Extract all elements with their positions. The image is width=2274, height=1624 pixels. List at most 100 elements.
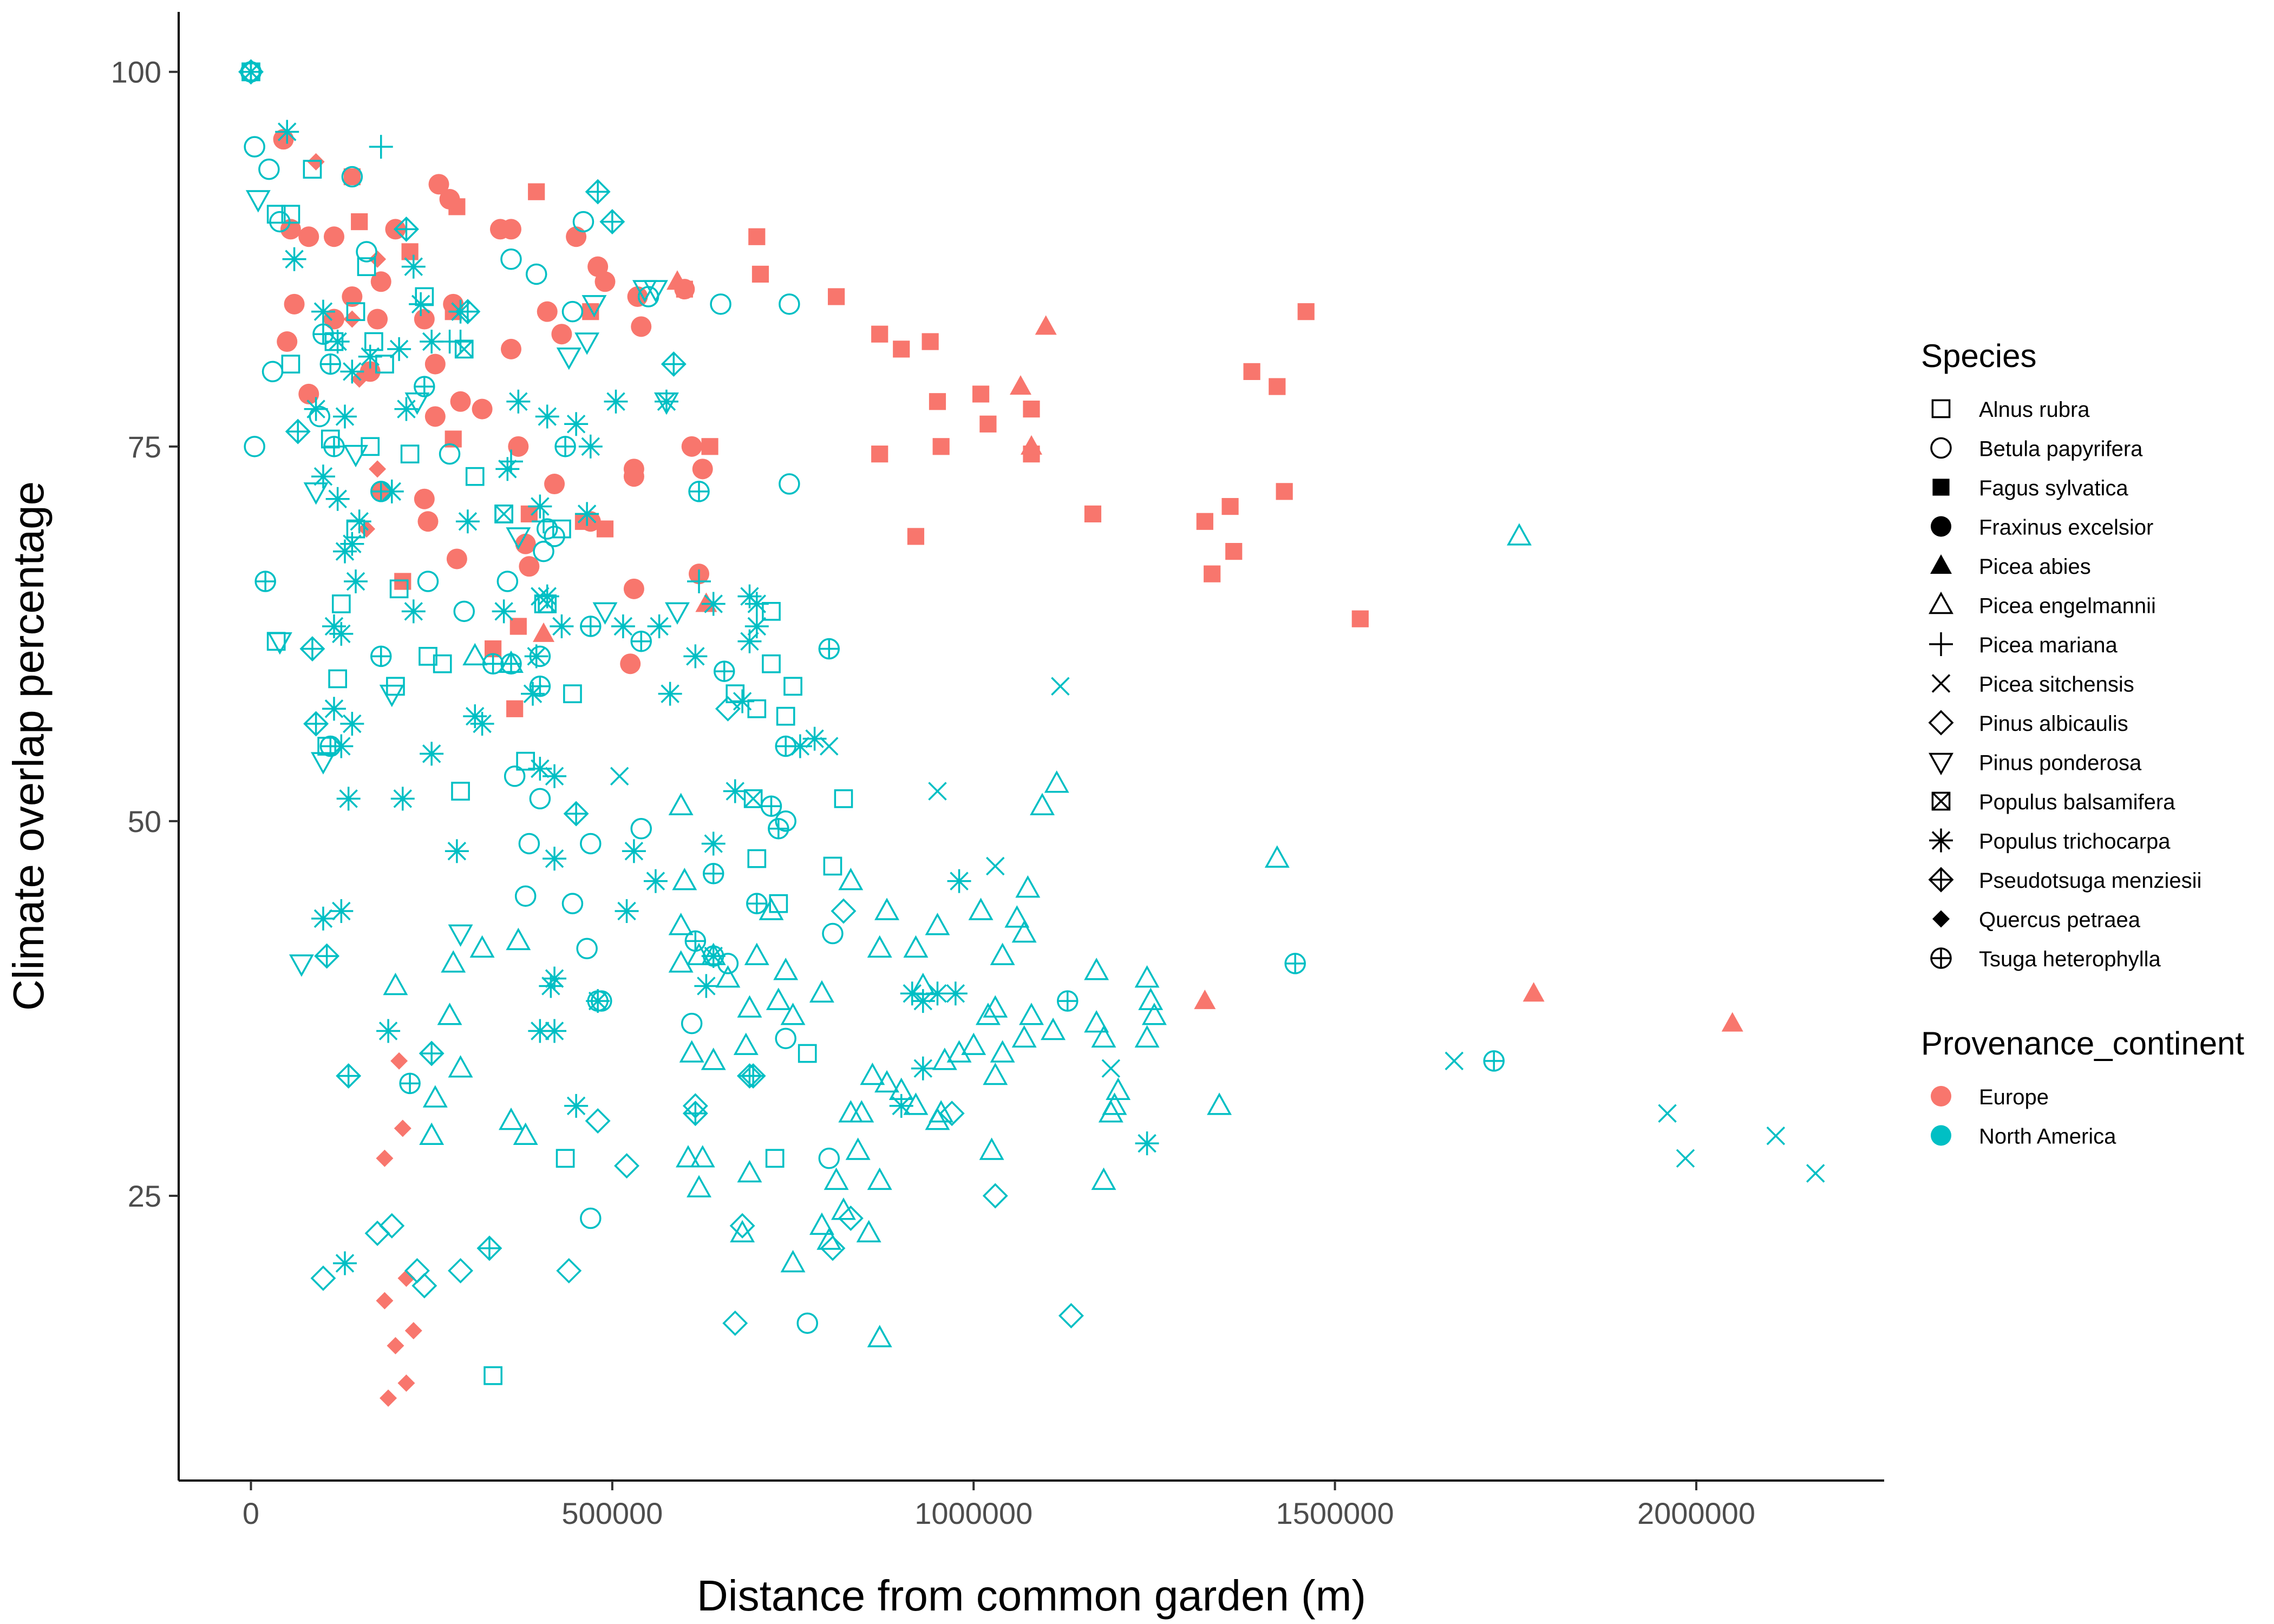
point-pseudotsuga-menziesii bbox=[314, 943, 340, 969]
point-alnus-rubra bbox=[281, 355, 300, 374]
point-pinus-ponderosa bbox=[643, 280, 668, 303]
point-alnus-rubra bbox=[762, 654, 781, 673]
legend-item-label: Fraxinus excelsior bbox=[1979, 516, 2153, 540]
point-fraxinus-excelsior bbox=[508, 436, 529, 457]
point-picea-engelmannii bbox=[874, 1070, 900, 1093]
point-picea-engelmannii bbox=[1134, 1025, 1160, 1048]
point-pinus-ponderosa bbox=[574, 332, 600, 355]
point-betula-papyrifera bbox=[269, 211, 291, 233]
point-tsuga-heterophylla bbox=[554, 436, 576, 457]
point-picea-engelmannii bbox=[1041, 1017, 1066, 1040]
legend-item-label: Picea abies bbox=[1979, 555, 2091, 579]
point-tsuga-heterophylla bbox=[240, 61, 262, 83]
point-fraxinus-excelsior bbox=[417, 511, 439, 532]
point-populus-trichocarpa bbox=[387, 337, 411, 361]
legend-item-quercus-petraea: Quercus petraea bbox=[1932, 908, 2141, 932]
point-populus-trichocarpa bbox=[380, 479, 404, 503]
legend-item-label: Populus trichocarpa bbox=[1979, 830, 2171, 854]
point-picea-mariana bbox=[448, 330, 473, 354]
point-alnus-rubra bbox=[747, 699, 767, 718]
point-pinus-albicaulis bbox=[982, 1183, 1008, 1209]
point-picea-engelmannii bbox=[506, 927, 531, 951]
point-alnus-rubra bbox=[798, 1044, 817, 1063]
legend-item-label: Fagus sylvatica bbox=[1979, 476, 2128, 500]
point-populus-trichocarpa bbox=[394, 397, 419, 421]
point-fagus-sylvatica bbox=[932, 438, 950, 455]
point-pseudotsuga-menziesii bbox=[419, 1040, 445, 1066]
point-tsuga-heterophylla bbox=[713, 660, 735, 682]
point-populus-trichocarpa bbox=[578, 434, 603, 459]
point-picea-engelmannii bbox=[990, 942, 1015, 965]
point-quercus-petraea bbox=[369, 250, 387, 268]
point-alnus-rubra bbox=[762, 601, 781, 621]
point-populus-trichocarpa bbox=[694, 974, 718, 998]
point-populus-balsamifera bbox=[743, 789, 763, 808]
point-tsuga-heterophylla bbox=[630, 630, 652, 652]
point-picea-engelmannii bbox=[780, 1249, 806, 1273]
point-picea-abies bbox=[1522, 982, 1545, 1002]
point-fraxinus-excelsior bbox=[323, 226, 344, 247]
point-quercus-petraea bbox=[343, 310, 361, 328]
point-quercus-petraea bbox=[390, 1052, 408, 1070]
point-tsuga-heterophylla bbox=[319, 353, 342, 375]
point-pinus-ponderosa bbox=[343, 444, 368, 468]
point-alnus-rubra bbox=[328, 669, 347, 689]
point-picea-engelmannii bbox=[1264, 845, 1290, 868]
point-alnus-rubra bbox=[556, 1149, 575, 1168]
legend: Species Alnus rubra Betula papyrifera Fagu… bbox=[1921, 338, 2244, 1149]
point-picea-abies bbox=[1021, 435, 1042, 455]
point-fagus-sylvatica bbox=[1269, 378, 1286, 395]
point-populus-trichocarpa bbox=[575, 502, 599, 526]
point-picea-sitchensis bbox=[1676, 1149, 1695, 1168]
point-fagus-sylvatica bbox=[922, 333, 939, 350]
point-fagus-sylvatica bbox=[871, 325, 888, 343]
point-fraxinus-excelsior bbox=[519, 556, 540, 577]
point-picea-engelmannii bbox=[668, 913, 694, 935]
point-fraxinus-excelsior bbox=[280, 219, 301, 240]
point-pseudotsuga-menziesii bbox=[661, 351, 687, 377]
y-tick-label: 100 bbox=[111, 55, 161, 89]
point-picea-engelmannii bbox=[979, 1137, 1004, 1160]
point-populus-trichocarpa bbox=[409, 292, 433, 316]
point-tsuga-heterophylla bbox=[399, 1072, 421, 1095]
point-picea-engelmannii bbox=[838, 1100, 864, 1123]
point-pinus-ponderosa bbox=[448, 924, 473, 947]
point-picea-engelmannii bbox=[737, 995, 762, 1018]
point-picea-engelmannii bbox=[679, 1040, 704, 1063]
point-picea-engelmannii bbox=[1019, 1003, 1044, 1025]
point-pinus-albicaulis bbox=[614, 1153, 640, 1179]
point-pinus-albicaulis bbox=[838, 1206, 864, 1232]
point-tsuga-heterophylla bbox=[688, 481, 710, 502]
legend-item-picea-abies: Picea abies bbox=[1930, 554, 2091, 579]
point-betula-papyrifera bbox=[779, 293, 800, 315]
point-picea-engelmannii bbox=[932, 1047, 957, 1070]
point-picea-abies bbox=[1721, 1012, 1743, 1032]
legend-item-picea-engelmannii: Picea engelmannii bbox=[1929, 591, 2156, 618]
point-picea-sitchensis bbox=[1658, 1104, 1677, 1123]
legend-item-label: Picea mariana bbox=[1979, 633, 2118, 657]
point-fraxinus-excelsior bbox=[594, 271, 616, 292]
x-tick-label: 1000000 bbox=[914, 1496, 1033, 1530]
point-populus-trichocarpa bbox=[543, 966, 567, 991]
point-tsuga-heterophylla bbox=[1483, 1050, 1505, 1072]
point-populus-trichocarpa bbox=[737, 629, 762, 653]
point-alnus-rubra bbox=[433, 654, 452, 673]
point-betula-papyrifera bbox=[822, 922, 844, 945]
point-pinus-ponderosa bbox=[506, 527, 531, 550]
point-fraxinus-excelsior bbox=[544, 474, 565, 495]
point-pinus-ponderosa bbox=[289, 954, 314, 977]
point-populus-trichocarpa bbox=[420, 742, 444, 766]
point-pinus-albicaulis bbox=[715, 696, 741, 722]
point-picea-engelmannii bbox=[448, 1055, 473, 1078]
point-pinus-albicaulis bbox=[722, 1310, 748, 1336]
point-picea-engelmannii bbox=[856, 1220, 881, 1242]
point-betula-papyrifera bbox=[580, 1207, 602, 1229]
point-picea-engelmannii bbox=[925, 1107, 950, 1130]
point-picea-engelmannii bbox=[1004, 905, 1030, 928]
point-populus-trichocarpa bbox=[543, 847, 567, 871]
point-populus-trichocarpa bbox=[358, 344, 382, 369]
point-betula-papyrifera bbox=[244, 436, 265, 457]
legend-species-title: Species bbox=[1921, 338, 2036, 374]
point-tsuga-heterophylla bbox=[1284, 953, 1306, 974]
legend-item-label: Picea engelmannii bbox=[1979, 594, 2156, 618]
